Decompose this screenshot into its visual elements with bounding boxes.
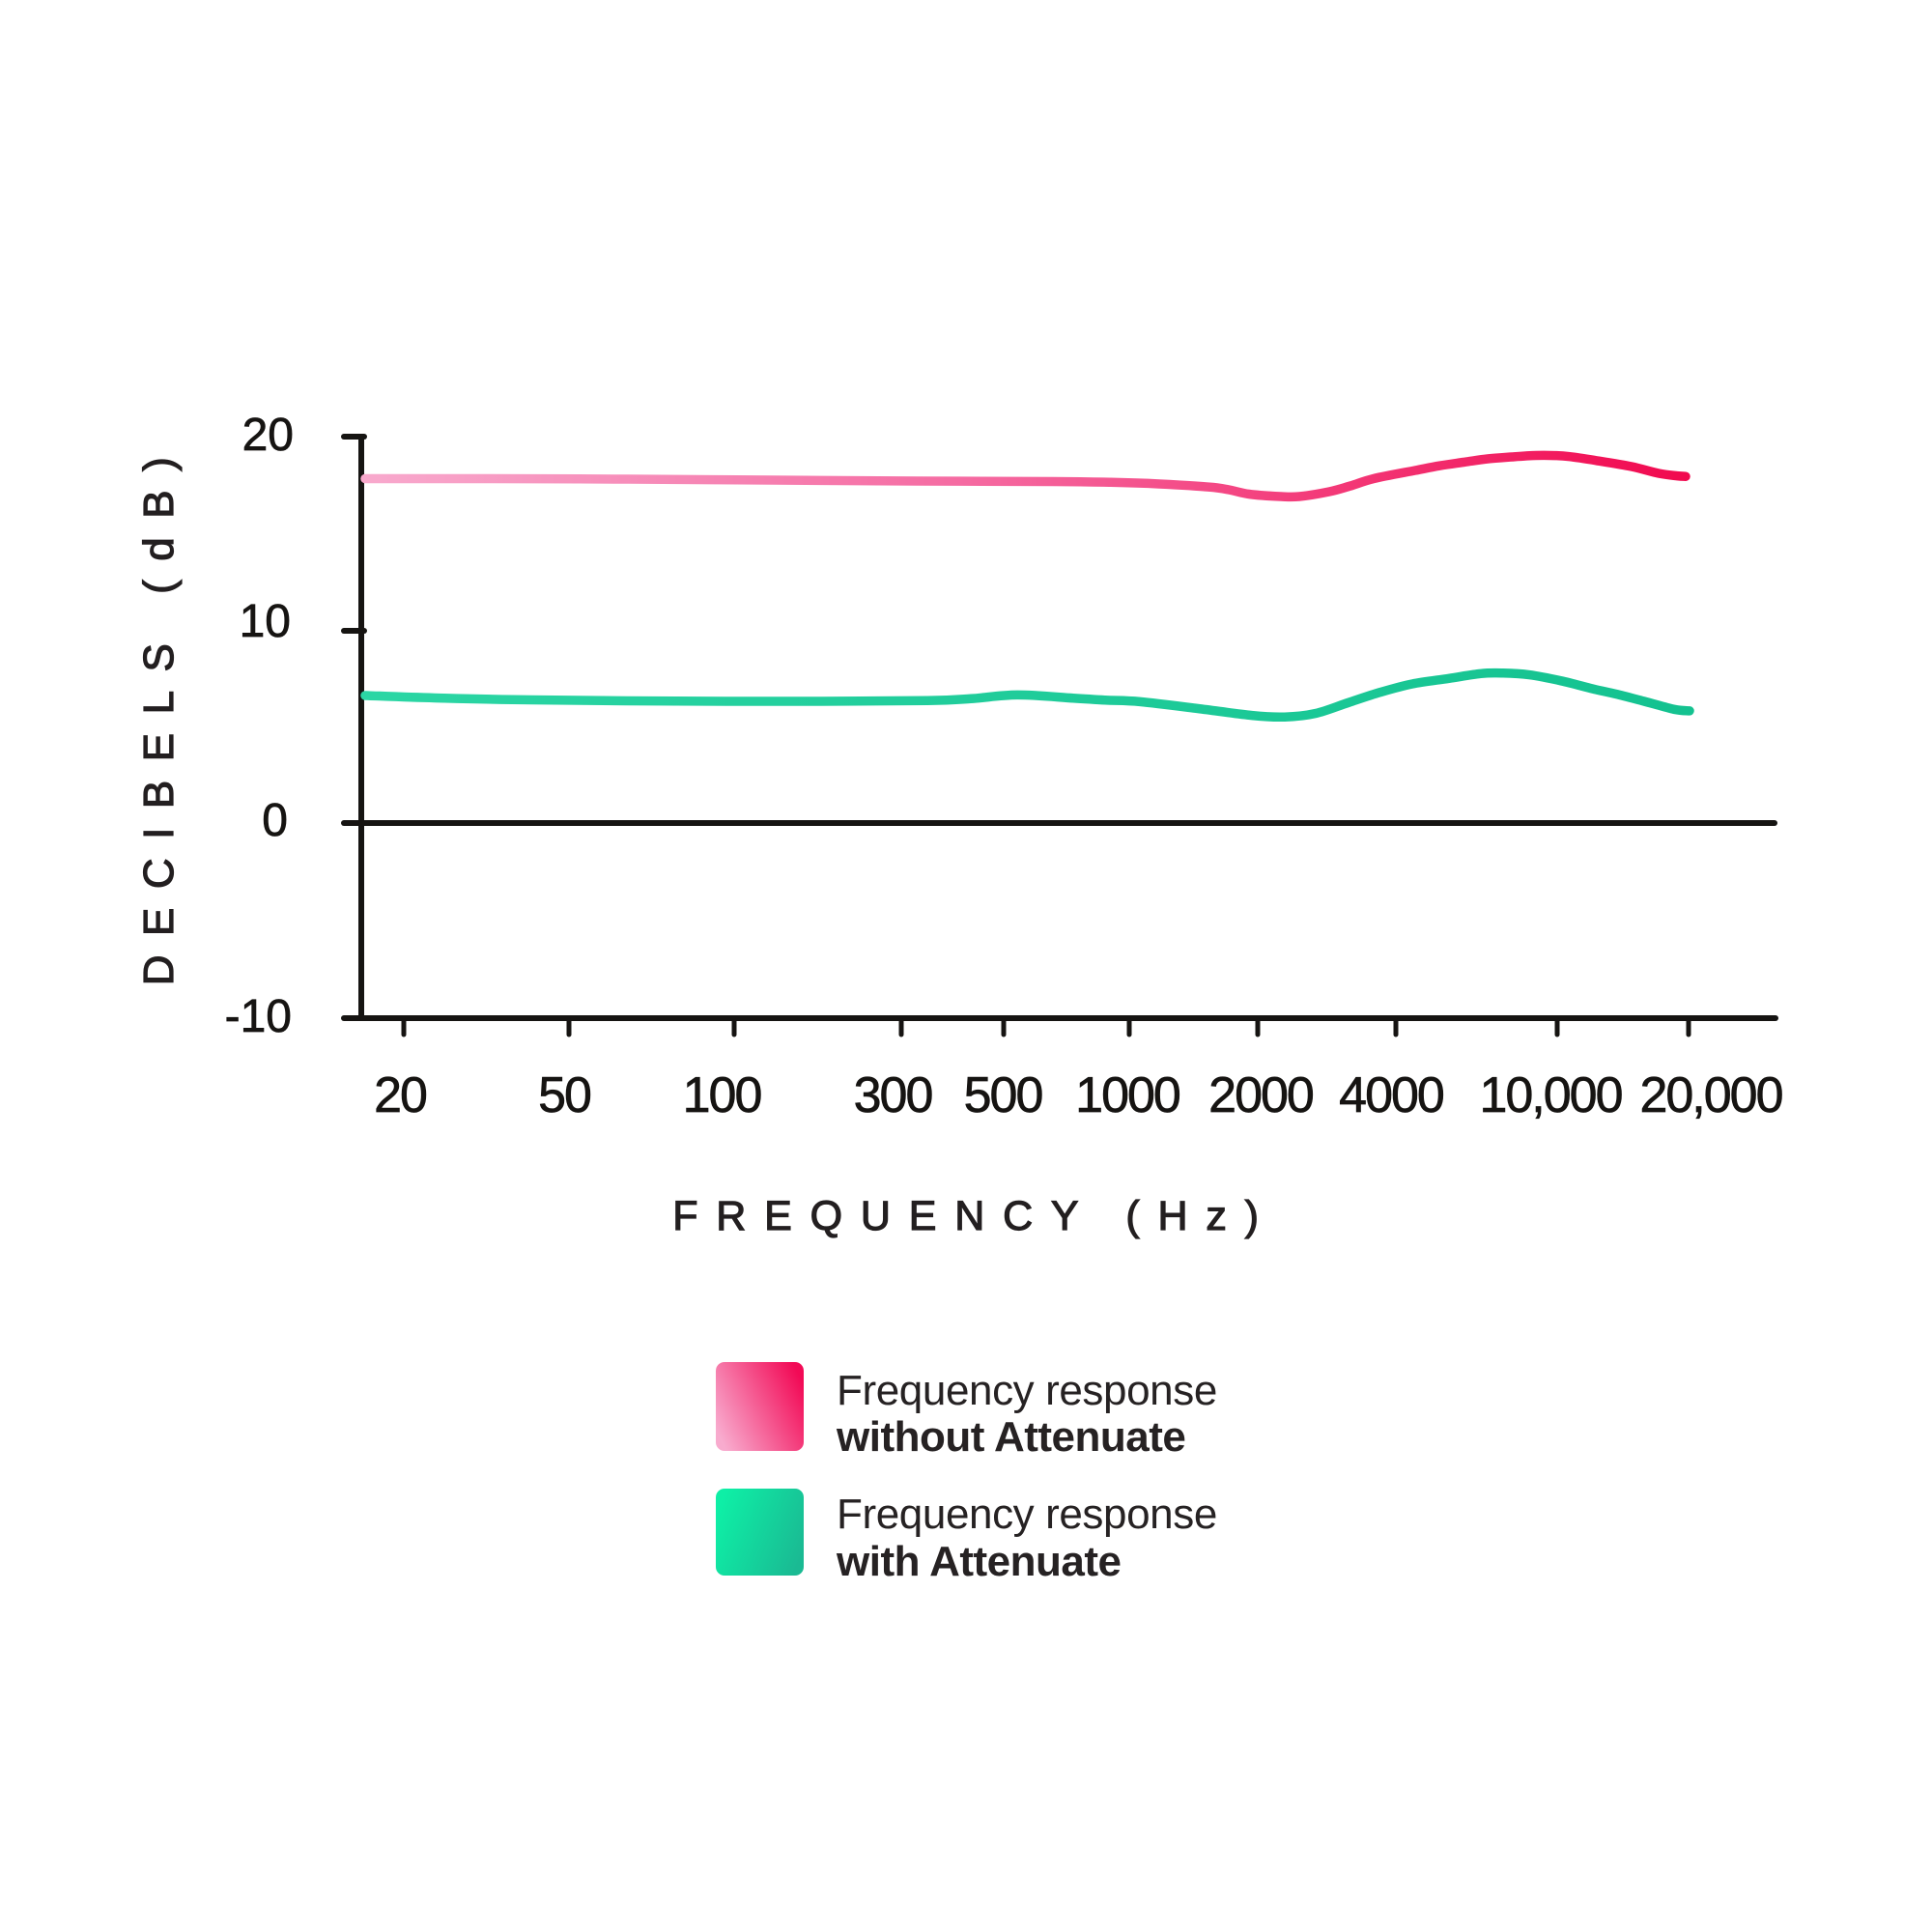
svg-text:1000: 1000 bbox=[1075, 1067, 1179, 1123]
svg-text:10,000: 10,000 bbox=[1479, 1067, 1621, 1123]
svg-text:without Attenuate: without Attenuate bbox=[836, 1413, 1185, 1461]
svg-text:Frequency response: Frequency response bbox=[837, 1491, 1217, 1538]
svg-text:500: 500 bbox=[964, 1067, 1042, 1123]
svg-text:50: 50 bbox=[538, 1067, 590, 1123]
svg-text:0: 0 bbox=[262, 795, 288, 846]
svg-text:FREQUENCY (Hz): FREQUENCY (Hz) bbox=[672, 1193, 1277, 1239]
svg-text:Frequency response: Frequency response bbox=[837, 1367, 1217, 1414]
svg-text:4000: 4000 bbox=[1339, 1067, 1443, 1123]
svg-text:2000: 2000 bbox=[1208, 1067, 1313, 1123]
svg-text:with Attenuate: with Attenuate bbox=[836, 1538, 1121, 1585]
svg-text:300: 300 bbox=[854, 1067, 932, 1123]
svg-text:20,000: 20,000 bbox=[1639, 1067, 1781, 1123]
svg-text:10: 10 bbox=[240, 596, 291, 647]
svg-text:100: 100 bbox=[683, 1067, 761, 1123]
svg-text:20: 20 bbox=[374, 1067, 426, 1123]
svg-text:-10: -10 bbox=[225, 991, 292, 1042]
svg-text:20: 20 bbox=[242, 410, 294, 461]
svg-text:DECIBELS (dB): DECIBELS (dB) bbox=[135, 439, 183, 985]
